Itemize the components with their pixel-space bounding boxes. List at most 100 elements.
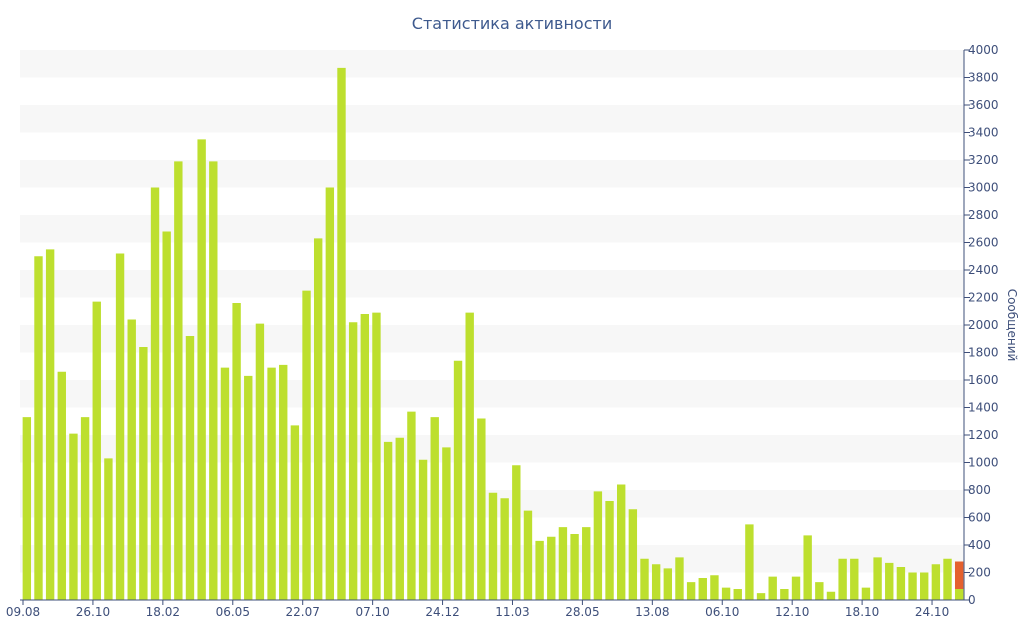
bar[interactable]: [896, 567, 906, 600]
bar[interactable]: [780, 589, 789, 600]
bar[interactable]: [651, 564, 661, 600]
bar[interactable]: [279, 364, 288, 601]
bar[interactable]: [57, 371, 66, 600]
grid-band: [20, 435, 964, 463]
bar[interactable]: [488, 492, 498, 600]
bar[interactable]: [745, 524, 754, 601]
bar[interactable]: [290, 425, 300, 601]
bar[interactable]: [698, 578, 707, 600]
y-tick-label: 1000: [968, 456, 999, 470]
x-tick-label: 12.10: [775, 605, 809, 619]
bar[interactable]: [663, 568, 673, 601]
bar[interactable]: [442, 447, 451, 601]
bar[interactable]: [873, 557, 882, 601]
bar[interactable]: [104, 458, 113, 601]
bar[interactable]: [372, 312, 381, 601]
bar[interactable]: [244, 375, 253, 601]
bar[interactable]: [220, 367, 230, 601]
bar[interactable]: [605, 501, 614, 600]
bar[interactable]: [768, 576, 777, 601]
bar[interactable]: [69, 433, 78, 601]
bar[interactable]: [360, 314, 369, 600]
bar[interactable]: [267, 367, 276, 601]
bar[interactable]: [127, 319, 136, 601]
grid-band: [20, 325, 964, 353]
bar[interactable]: [139, 347, 148, 600]
bar[interactable]: [640, 558, 649, 600]
bar[interactable]: [22, 417, 32, 601]
bar[interactable]: [547, 536, 556, 600]
bar[interactable]: [209, 161, 218, 601]
bar[interactable]: [150, 187, 160, 601]
bar[interactable]: [348, 322, 358, 600]
bar[interactable]: [617, 484, 626, 601]
bar[interactable]: [162, 231, 171, 601]
grid-band: [20, 270, 964, 298]
bar[interactable]: [733, 589, 742, 600]
bar[interactable]: [255, 323, 265, 600]
grid-band: [20, 105, 964, 133]
bar[interactable]: [325, 187, 335, 601]
y-tick-label: 3000: [968, 181, 999, 195]
y-tick-label: 2400: [968, 263, 999, 277]
bar[interactable]: [570, 534, 579, 600]
bar[interactable]: [535, 540, 544, 601]
bar[interactable]: [815, 582, 824, 601]
bar[interactable]: [686, 582, 696, 601]
bar[interactable]: [791, 576, 801, 601]
bar[interactable]: [943, 558, 952, 600]
bar[interactable]: [302, 290, 311, 601]
bar[interactable]: [512, 465, 521, 600]
bar[interactable]: [313, 238, 323, 601]
bar[interactable]: [185, 336, 195, 600]
bar[interactable]: [115, 253, 125, 601]
bar[interactable]: [721, 587, 731, 601]
bar[interactable]: [558, 527, 568, 601]
bar-series[interactable]: [22, 67, 964, 601]
bar[interactable]: [920, 572, 929, 601]
y-tick-label: 1400: [968, 401, 999, 415]
bar[interactable]: [593, 491, 603, 601]
y-tick-label: 4000: [968, 43, 999, 57]
bar[interactable]: [232, 303, 241, 600]
bar[interactable]: [954, 589, 964, 600]
bar[interactable]: [908, 572, 917, 601]
bar[interactable]: [418, 459, 428, 600]
bar[interactable]: [92, 301, 101, 601]
y-tick-label: 2000: [968, 318, 999, 332]
bar[interactable]: [931, 564, 941, 600]
bar[interactable]: [850, 558, 859, 600]
bar[interactable]: [803, 535, 812, 601]
bar[interactable]: [710, 575, 719, 600]
bar[interactable]: [395, 437, 404, 600]
x-tick-label: 11.03: [495, 605, 529, 619]
bar[interactable]: [453, 360, 463, 600]
grid-band: [20, 160, 964, 188]
x-tick-label: 24.12: [425, 605, 459, 619]
y-tick-label: 2600: [968, 236, 999, 250]
bar[interactable]: [838, 558, 847, 600]
bar[interactable]: [885, 562, 894, 601]
x-tick-label: 28.05: [565, 605, 599, 619]
bar[interactable]: [337, 67, 346, 601]
bar[interactable]: [197, 139, 206, 601]
bar[interactable]: [861, 587, 871, 601]
bar[interactable]: [80, 417, 90, 601]
bar[interactable]: [45, 249, 55, 601]
bar[interactable]: [174, 161, 183, 601]
bar[interactable]: [628, 509, 638, 600]
bar[interactable]: [430, 417, 439, 601]
bar[interactable]: [756, 593, 766, 601]
grid-band: [20, 50, 964, 78]
bar[interactable]: [523, 510, 533, 601]
bar[interactable]: [582, 527, 591, 601]
bar-highlight[interactable]: [954, 561, 964, 590]
bar[interactable]: [826, 591, 836, 600]
bar[interactable]: [407, 411, 416, 601]
bar[interactable]: [675, 557, 684, 601]
bar[interactable]: [500, 498, 509, 600]
bar[interactable]: [465, 312, 474, 601]
bar[interactable]: [383, 441, 393, 601]
bar[interactable]: [477, 418, 486, 601]
bar[interactable]: [34, 256, 43, 600]
